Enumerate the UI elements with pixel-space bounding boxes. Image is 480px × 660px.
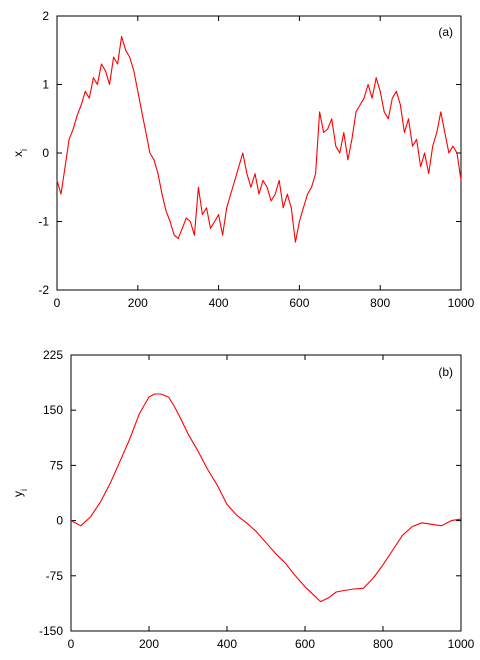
panel-label: (a) xyxy=(438,25,453,39)
x-tick-label: 800 xyxy=(373,637,393,651)
y-axis-label: yi xyxy=(11,489,29,497)
tick-marks xyxy=(56,15,462,291)
x-tick-labels: 0 200 400 600 800 1000 xyxy=(54,296,475,310)
x-tick-label: 0 xyxy=(68,637,75,651)
y-tick-label: 150 xyxy=(43,403,63,417)
x-tick-label: 400 xyxy=(217,637,237,651)
plot-frame xyxy=(70,354,462,632)
y-tick-label: 75 xyxy=(50,458,64,472)
x-tick-label: 600 xyxy=(295,637,315,651)
x-tick-label: 600 xyxy=(289,296,309,310)
x-tick-label: 1000 xyxy=(448,637,475,651)
x-tick-label: 800 xyxy=(370,296,390,310)
x-tick-label: 200 xyxy=(128,296,148,310)
y-axis-label: xi xyxy=(11,149,29,157)
chart-panel-b: 0 200 400 600 800 1000 -150 -75 0 75 150 225 yi (b… xyxy=(11,348,475,651)
panel-label: (b) xyxy=(438,365,453,379)
y-tick-label: 0 xyxy=(42,146,49,160)
y-tick-label: -2 xyxy=(38,283,49,297)
plot-frame xyxy=(56,15,462,291)
y-tick-label: 1 xyxy=(42,78,49,92)
y-tick-labels: -2 -1 0 1 2 xyxy=(38,9,49,297)
y-tick-labels: -150 -75 0 75 150 225 xyxy=(39,348,63,638)
y-tick-label: 225 xyxy=(43,348,63,362)
y-tick-label: -150 xyxy=(39,624,63,638)
y-tick-label: 2 xyxy=(42,9,49,23)
y-tick-label: -1 xyxy=(38,215,49,229)
tick-marks xyxy=(70,354,462,632)
x-tick-labels: 0 200 400 600 800 1000 xyxy=(68,637,475,651)
series-line xyxy=(70,393,462,603)
x-tick-label: 200 xyxy=(139,637,159,651)
x-tick-label: 400 xyxy=(209,296,229,310)
series-line xyxy=(56,35,462,243)
x-tick-label: 1000 xyxy=(448,296,475,310)
y-tick-label: 0 xyxy=(56,514,63,528)
y-tick-label: -75 xyxy=(46,569,64,583)
x-tick-label: 0 xyxy=(54,296,61,310)
chart-panel-a: 0 200 400 600 800 1000 -2 -1 0 1 2 xi (a) xyxy=(11,9,475,310)
